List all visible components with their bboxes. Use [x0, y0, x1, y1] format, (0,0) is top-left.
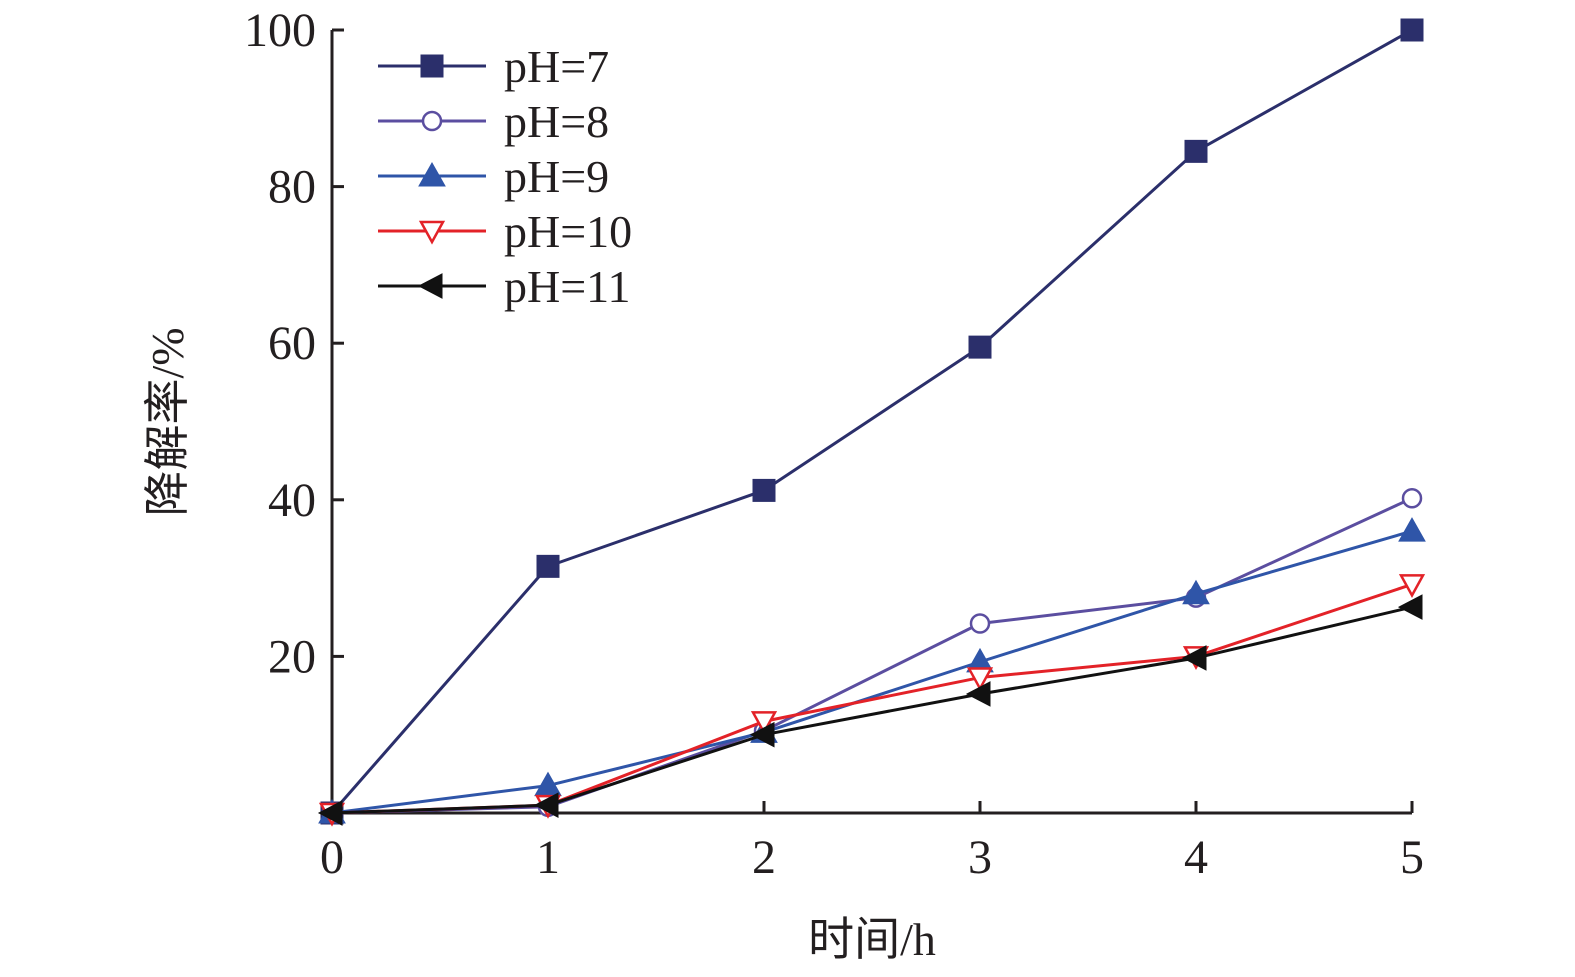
- data-point: [1398, 574, 1426, 598]
- data-point: [1397, 594, 1423, 620]
- x-tick-label: 1: [536, 831, 560, 884]
- data-point: [969, 613, 991, 634]
- axes: [330, 30, 1412, 815]
- legend-marker: [418, 161, 446, 187]
- series-pH=8: [321, 487, 1423, 824]
- series-line: [331, 529, 1413, 815]
- y-axis-title: 降解率/%: [142, 327, 193, 516]
- legend-label: pH=10: [504, 206, 632, 257]
- x-tick-label: 3: [968, 831, 992, 884]
- legend-item: pH=9: [378, 151, 609, 202]
- series-pH=7: [320, 18, 1424, 825]
- data-point: [1398, 517, 1426, 542]
- series-line: [331, 582, 1413, 815]
- data-point: [965, 681, 991, 707]
- data-point: [752, 478, 776, 502]
- y-tick-label: 20: [268, 630, 316, 683]
- series-line: [331, 605, 1413, 815]
- data-point: [1181, 645, 1207, 671]
- data-point: [1182, 579, 1210, 605]
- series-line: [330, 28, 1413, 814]
- legend-marker: [417, 273, 443, 299]
- data-point: [1184, 139, 1208, 163]
- x-tick-label: 0: [320, 831, 344, 884]
- series-layer: [317, 18, 1426, 827]
- data-point: [536, 554, 560, 578]
- series-pH=9: [318, 517, 1426, 824]
- data-point: [749, 721, 775, 748]
- x-tick-label: 4: [1184, 831, 1208, 884]
- series-line: [331, 496, 1413, 815]
- data-point: [1401, 487, 1423, 509]
- legend-label: pH=8: [504, 96, 609, 147]
- y-tick-label: 80: [268, 161, 316, 214]
- legend-label: pH=9: [504, 151, 609, 202]
- legend-item: pH=11: [378, 261, 630, 312]
- data-point: [968, 335, 992, 359]
- x-axis-title: 时间/h: [808, 914, 936, 965]
- y-ticks: 20 40 60 80 100: [244, 4, 344, 683]
- data-point: [533, 792, 559, 818]
- legend-marker: [420, 54, 444, 78]
- legend-marker: [418, 220, 446, 245]
- x-ticks: 0 1 2 3 4 5: [320, 801, 1424, 884]
- data-point: [317, 800, 343, 826]
- series-pH=10: [318, 574, 1426, 827]
- legend-label: pH=11: [504, 261, 630, 312]
- y-tick-label: 40: [268, 474, 316, 527]
- legend-label: pH=7: [504, 41, 609, 92]
- legend-item: pH=10: [378, 206, 632, 257]
- data-point: [750, 711, 778, 735]
- legend-marker: [421, 110, 443, 132]
- x-tick-label: 2: [752, 831, 776, 884]
- x-tick-label: 5: [1400, 831, 1424, 884]
- data-point: [966, 667, 994, 692]
- legend-item: pH=7: [378, 41, 609, 92]
- series-pH=11: [317, 594, 1423, 826]
- legend-item: pH=8: [378, 96, 609, 147]
- data-point: [1400, 18, 1424, 42]
- y-tick-label: 60: [268, 317, 316, 370]
- y-tick-label: 100: [244, 4, 316, 57]
